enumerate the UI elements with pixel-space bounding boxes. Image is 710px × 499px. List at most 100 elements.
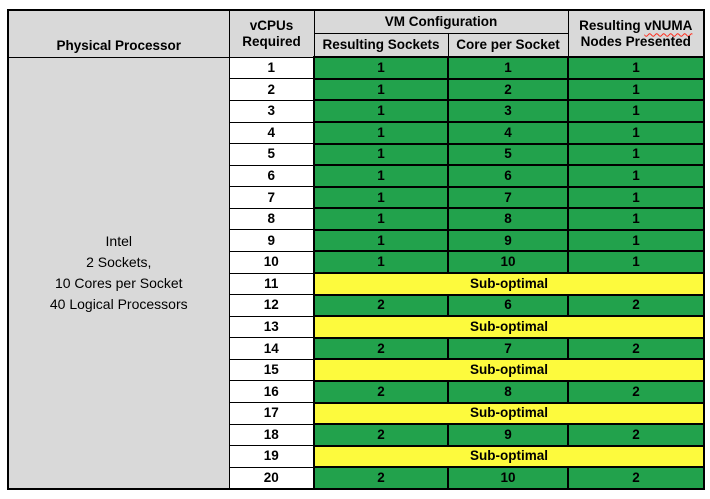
core-per-socket-cell: 10 — [446, 250, 570, 275]
resulting-sockets-cell: 1 — [313, 56, 449, 80]
vnuma-nodes-cell: 2 — [567, 336, 706, 361]
vcpus-cell: 5 — [228, 143, 315, 166]
vcpus-cell: 1 — [228, 56, 315, 80]
resulting-sockets-cell: 1 — [313, 99, 449, 123]
vcpus-cell: 7 — [228, 186, 315, 209]
vcpus-cell: 3 — [228, 99, 315, 123]
header-row-1: Physical Processor vCPUs Required VM Con… — [7, 9, 705, 58]
vcpus-cell: 2 — [228, 78, 315, 101]
resulting-sockets-cell: 1 — [313, 142, 449, 167]
processor-line-logical: 40 Logical Processors — [49, 295, 188, 312]
vcpus-cell: 10 — [228, 250, 315, 274]
vnuma-prefix: Resulting — [579, 17, 645, 33]
table-row: 2 1 2 1 — [8, 77, 706, 102]
vnuma-nodes-header: Resulting vNUMA Nodes Presented — [567, 9, 705, 58]
resulting-sockets-cell: 2 — [313, 293, 449, 318]
vnuma-nodes-cell: 1 — [567, 56, 706, 80]
vnuma-nodes-cell: 2 — [567, 423, 706, 447]
vnuma-nodes-cell: 2 — [567, 466, 706, 490]
vcpus-cell: 18 — [228, 423, 315, 447]
resulting-sockets-cell: 2 — [313, 336, 449, 361]
table-row: 9 1 9 1 — [8, 228, 706, 253]
resulting-sockets-cell: 1 — [313, 250, 449, 275]
core-per-socket-cell: 1 — [446, 56, 570, 80]
resulting-sockets-cell: 1 — [313, 121, 449, 145]
table-row: 17 Sub-optimal — [8, 401, 706, 426]
vnuma-nodes-cell: 2 — [567, 293, 706, 318]
suboptimal-cell: Sub-optimal — [312, 401, 706, 426]
core-per-socket-cell: 8 — [446, 207, 570, 231]
processor-line-cores: 10 Cores per Socket — [54, 274, 183, 291]
table-row: Intel 2 Sockets, 10 Cores per Socket 40 … — [7, 56, 706, 490]
resulting-sockets-header: Resulting Sockets — [313, 33, 449, 58]
core-per-socket-cell: 6 — [446, 164, 570, 188]
vcpus-cell: 14 — [228, 337, 315, 360]
vnuma-nodes-cell: 1 — [567, 77, 706, 102]
resulting-sockets-cell: 1 — [313, 185, 449, 210]
vnuma-nodes-cell: 2 — [567, 379, 706, 404]
vnuma-header-line1: Resulting vNUMA — [569, 17, 703, 34]
core-per-socket-cell: 8 — [446, 379, 570, 404]
table-row: 11 Sub-optimal — [8, 272, 706, 296]
resulting-sockets-cell: 1 — [313, 207, 449, 231]
core-per-socket-cell: 7 — [446, 185, 570, 210]
processor-line-sockets: 2 Sockets, — [86, 253, 152, 270]
vcpus-cell: 12 — [228, 294, 315, 317]
vcpus-header-line1: vCPUs — [249, 17, 294, 33]
resulting-sockets-cell: 1 — [313, 164, 449, 188]
header-row-2: Resulting Sockets Core per Socket — [8, 33, 704, 58]
vnuma-nodes-cell: 1 — [567, 207, 706, 231]
vnuma-nodes-cell: 1 — [567, 250, 706, 275]
core-per-socket-cell: 10 — [446, 466, 570, 490]
resulting-sockets-cell: 2 — [313, 466, 449, 490]
suboptimal-cell: Sub-optimal — [312, 315, 706, 339]
suboptimal-cell: Sub-optimal — [312, 444, 706, 469]
physical-processor-info: Intel 2 Sockets, 10 Cores per Socket 40 … — [7, 56, 230, 490]
processor-line-vendor: Intel — [105, 232, 132, 249]
table-row: 18 2 9 2 — [8, 423, 706, 447]
vcpus-cell: 9 — [228, 229, 315, 252]
vcpus-header-line2: Required — [242, 33, 301, 49]
resulting-sockets-cell: 2 — [313, 423, 449, 447]
vcpus-cell: 17 — [228, 402, 315, 425]
core-per-socket-cell: 3 — [446, 99, 570, 123]
vcpus-cell: 15 — [228, 358, 315, 382]
core-per-socket-cell: 4 — [446, 121, 570, 145]
resulting-sockets-cell: 1 — [313, 228, 449, 253]
table-row: 6 1 6 1 — [8, 164, 706, 188]
table-row: 4 1 4 1 — [8, 121, 706, 145]
vnuma-configuration-table: Physical Processor vCPUs Required VM Con… — [7, 9, 706, 490]
table-row: 20 2 10 2 — [8, 466, 706, 490]
vcpus-cell: 11 — [228, 272, 315, 296]
vcpus-cell: 13 — [228, 315, 315, 339]
suboptimal-cell: Sub-optimal — [312, 358, 706, 382]
table-row: 15 Sub-optimal — [8, 358, 706, 382]
resulting-sockets-cell: 2 — [313, 379, 449, 404]
core-per-socket-cell: 5 — [446, 142, 570, 167]
vcpus-cell: 6 — [228, 164, 315, 188]
vcpus-required-header: vCPUs Required — [228, 9, 315, 58]
vcpus-cell: 4 — [228, 121, 315, 145]
vnuma-nodes-cell: 1 — [567, 228, 706, 253]
core-per-socket-cell: 2 — [446, 77, 570, 102]
vnuma-word-spellcheck: vNUMA — [644, 17, 693, 33]
physical-processor-header: Physical Processor — [7, 9, 230, 58]
vm-configuration-header: VM Configuration — [313, 9, 569, 35]
core-per-socket-cell: 7 — [446, 336, 570, 361]
core-per-socket-cell: 6 — [446, 293, 570, 318]
vnuma-nodes-cell: 1 — [567, 121, 706, 145]
core-per-socket-cell: 9 — [446, 423, 570, 447]
table-row: 7 1 7 1 — [8, 185, 706, 210]
vcpus-cell: 19 — [228, 445, 315, 468]
vcpus-cell: 20 — [228, 466, 315, 490]
vnuma-header-line2: Nodes Presented — [580, 33, 691, 49]
vnuma-nodes-cell: 1 — [567, 164, 706, 188]
core-per-socket-cell: 9 — [446, 228, 570, 253]
vnuma-nodes-cell: 1 — [567, 99, 706, 123]
vcpus-cell: 16 — [228, 380, 315, 404]
vcpus-cell: 8 — [228, 207, 315, 231]
vnuma-nodes-cell: 1 — [567, 185, 706, 210]
resulting-sockets-cell: 1 — [313, 77, 449, 102]
vnuma-nodes-cell: 1 — [567, 142, 706, 167]
